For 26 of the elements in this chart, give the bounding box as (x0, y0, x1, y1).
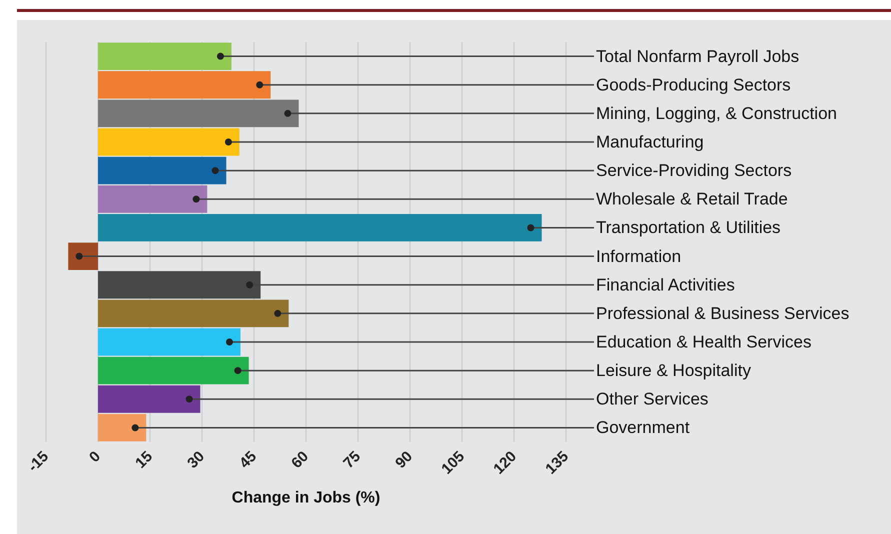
x-axis-title: Change in Jobs (%) (232, 490, 380, 506)
y-tick-label: Leisure & Hospitality (596, 361, 752, 380)
y-tick-label: Manufacturing (596, 132, 704, 152)
y-tick-label: Professional & Business Services (596, 304, 850, 323)
x-tick-label: 90 (392, 448, 416, 472)
x-tick-label: 105 (438, 448, 468, 478)
x-tick-label: 45 (236, 448, 260, 472)
x-tick-label: -15 (24, 448, 52, 476)
y-tick-label: Financial Activities (596, 275, 735, 294)
y-tick-label: Service-Providing Sectors (596, 161, 792, 180)
y-tick-label: Wholesale & Retail Trade (596, 190, 788, 209)
x-tick-label: 120 (490, 448, 520, 478)
y-tick-label: Mining, Logging, & Construction (596, 104, 837, 123)
x-tick-label: 0 (86, 448, 104, 466)
x-tick-label: 75 (340, 448, 364, 472)
x-tick-label: 15 (132, 448, 156, 472)
x-tick-label: 30 (184, 448, 208, 472)
y-tick-label: Transportation & Utilities (596, 218, 781, 238)
y-tick-label: Total Nonfarm Payroll Jobs (596, 46, 800, 66)
y-tick-label: Information (596, 246, 682, 266)
x-tick-label: 60 (288, 448, 312, 472)
y-tick-label: Other Services (596, 390, 708, 409)
y-tick-label: Government (596, 418, 690, 438)
y-tick-label: Goods-Producing Sectors (596, 75, 791, 94)
y-tick-label: Education & Health Services (596, 332, 812, 352)
x-tick-label: 135 (542, 448, 572, 478)
